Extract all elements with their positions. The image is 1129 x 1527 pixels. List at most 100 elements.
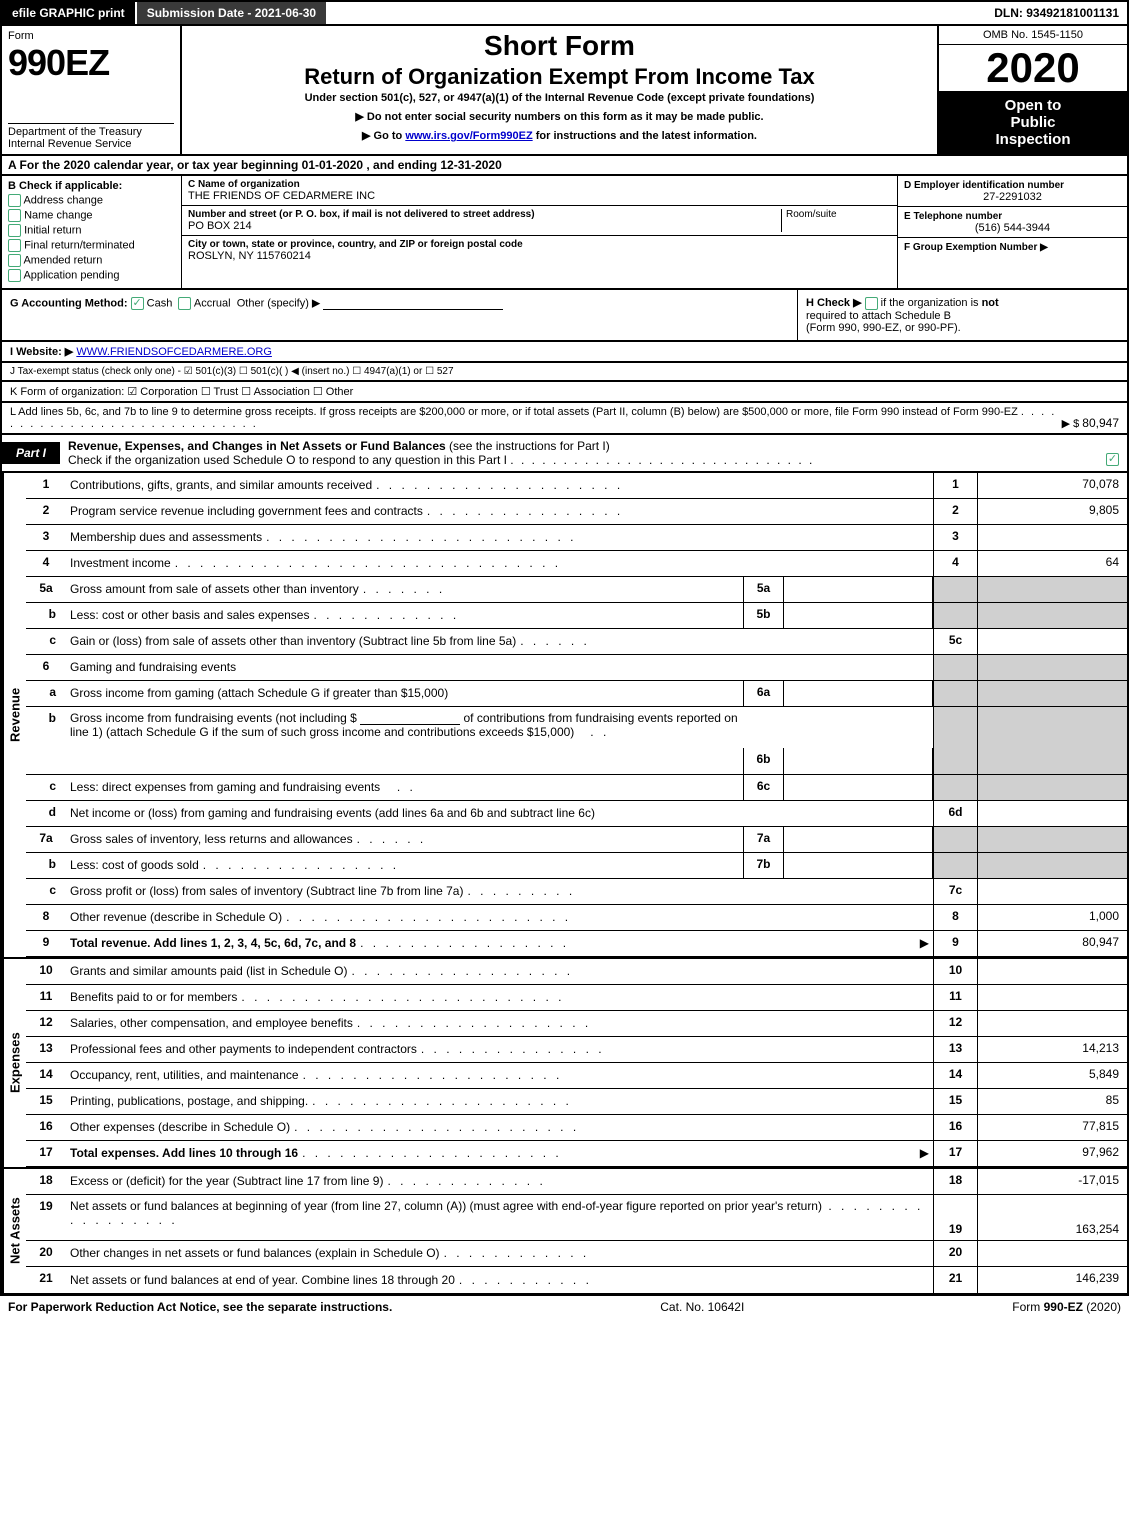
label-other: Other (specify) ▶	[237, 297, 321, 309]
part1-title: Revenue, Expenses, and Changes in Net As…	[60, 435, 1127, 471]
line-6a-valshade	[977, 681, 1127, 706]
line-5c-txt: Gain or (loss) from sale of assets other…	[70, 634, 516, 648]
line-5a-colshade	[933, 577, 977, 602]
org-name: THE FRIENDS OF CEDARMERE INC	[188, 190, 891, 202]
line-7c-no: c	[26, 879, 66, 904]
line-21-col: 21	[933, 1267, 977, 1293]
line-1-txt: Contributions, gifts, grants, and simila…	[70, 478, 372, 492]
other-specify-line	[323, 296, 503, 310]
line-21-val: 146,239	[977, 1267, 1127, 1293]
line-20: 20 Other changes in net assets or fund b…	[26, 1241, 1127, 1267]
check-h[interactable]	[865, 297, 878, 310]
line-6b-ib: 6b	[744, 748, 784, 774]
line-4-no: 4	[26, 551, 66, 576]
h-line2: required to attach Schedule B	[806, 310, 951, 322]
check-final-return[interactable]	[8, 239, 21, 252]
line-11: 11 Benefits paid to or for members. . . …	[26, 985, 1127, 1011]
line-17: 17 Total expenses. Add lines 10 through …	[26, 1141, 1127, 1167]
h-not: not	[982, 297, 999, 309]
line-5a-ib: 5a	[744, 577, 784, 602]
line-21-txt: Net assets or fund balances at end of ye…	[70, 1273, 455, 1287]
line-14-col: 14	[933, 1063, 977, 1088]
line-2-val: 9,805	[977, 499, 1127, 524]
check-application-pending[interactable]	[8, 269, 21, 282]
line-1-col: 1	[933, 473, 977, 498]
line-1: 1 Contributions, gifts, grants, and simi…	[26, 473, 1127, 499]
header-left: Form 990EZ Department of the Treasury In…	[2, 26, 182, 154]
line-7c-val	[977, 879, 1127, 904]
h-line3: (Form 990, 990-EZ, or 990-PF).	[806, 322, 961, 334]
line-11-txt: Benefits paid to or for members	[70, 990, 237, 1004]
part1-tag: Part I	[2, 442, 60, 464]
line-6c-ibval	[784, 775, 932, 800]
check-cash[interactable]	[131, 297, 144, 310]
form-header: Form 990EZ Department of the Treasury In…	[0, 26, 1129, 156]
line-6-no: 6	[26, 655, 66, 680]
part1-title-bold: Revenue, Expenses, and Changes in Net As…	[68, 439, 446, 453]
label-address-change: Address change	[23, 194, 103, 206]
topbar-spacer	[328, 2, 986, 24]
footer-left: For Paperwork Reduction Act Notice, see …	[8, 1300, 392, 1314]
line-11-col: 11	[933, 985, 977, 1010]
line-18-txt: Excess or (deficit) for the year (Subtra…	[70, 1174, 383, 1188]
line-17-col: 17	[933, 1141, 977, 1166]
line-4-val: 64	[977, 551, 1127, 576]
line-6b-blank	[360, 711, 460, 725]
addr-value: PO BOX 214	[188, 220, 781, 232]
part1-bar: Part I Revenue, Expenses, and Changes in…	[0, 435, 1129, 473]
line-13: 13 Professional fees and other payments …	[26, 1037, 1127, 1063]
check-name-change[interactable]	[8, 209, 21, 222]
tel-value: (516) 544-3944	[904, 222, 1121, 234]
line-10: 10 Grants and similar amounts paid (list…	[26, 959, 1127, 985]
line-13-txt: Professional fees and other payments to …	[70, 1042, 417, 1056]
header-mid: Short Form Return of Organization Exempt…	[182, 26, 937, 154]
revenue-side-label: Revenue	[2, 473, 26, 957]
check-accrual[interactable]	[178, 297, 191, 310]
netassets-section: Net Assets 18 Excess or (deficit) for th…	[2, 1169, 1127, 1293]
line-6c-colshade	[933, 775, 977, 800]
row-g: G Accounting Method: Cash Accrual Other …	[2, 290, 797, 340]
line-4-col: 4	[933, 551, 977, 576]
line-5c: c Gain or (loss) from sale of assets oth…	[26, 629, 1127, 655]
line-6a-ibval	[784, 681, 932, 706]
line-17-no: 17	[26, 1141, 66, 1166]
line-15-col: 15	[933, 1089, 977, 1114]
line-17-arrow	[920, 1146, 929, 1160]
line-6b: b Gross income from fundraising events (…	[26, 707, 1127, 775]
line-5a-no: 5a	[26, 577, 66, 602]
check-address-change[interactable]	[8, 194, 21, 207]
line-18-no: 18	[26, 1169, 66, 1194]
tax-year: 2020	[939, 45, 1127, 91]
line-2-col: 2	[933, 499, 977, 524]
line-14-txt: Occupancy, rent, utilities, and maintena…	[70, 1068, 299, 1082]
line-1-val: 70,078	[977, 473, 1127, 498]
line-7b-colshade	[933, 853, 977, 878]
line-5b-ibval	[784, 603, 932, 628]
line-7a-ibval	[784, 827, 932, 852]
line-6-sp	[743, 655, 933, 680]
check-amended-return[interactable]	[8, 254, 21, 267]
submission-date-button[interactable]: Submission Date - 2021-06-30	[137, 2, 328, 24]
line-7b-ibval	[784, 853, 932, 878]
line-9-arrow	[920, 936, 929, 950]
top-bar: efile GRAPHIC print Submission Date - 20…	[0, 0, 1129, 26]
line-19-txt: Net assets or fund balances at beginning…	[70, 1199, 822, 1213]
footer-mid: Cat. No. 10642I	[660, 1300, 744, 1314]
check-initial-return[interactable]	[8, 224, 21, 237]
irs-link[interactable]: www.irs.gov/Form990EZ	[405, 130, 532, 142]
line-4: 4 Investment income. . . . . . . . . . .…	[26, 551, 1127, 577]
dept-line2: Internal Revenue Service	[8, 138, 174, 150]
line-3-val	[977, 525, 1127, 550]
line-21: 21 Net assets or fund balances at end of…	[26, 1267, 1127, 1293]
line-7a: 7a Gross sales of inventory, less return…	[26, 827, 1127, 853]
line-7c-txt: Gross profit or (loss) from sales of inv…	[70, 884, 463, 898]
efile-print-button[interactable]: efile GRAPHIC print	[2, 2, 137, 24]
line-6-txt: Gaming and fundraising events	[70, 660, 236, 674]
line-8: 8 Other revenue (describe in Schedule O)…	[26, 905, 1127, 931]
label-amended-return: Amended return	[23, 254, 102, 266]
footer-right: Form 990-EZ (2020)	[1012, 1300, 1121, 1314]
g-label: G Accounting Method:	[10, 297, 128, 309]
website-link[interactable]: WWW.FRIENDSOFCEDARMERE.ORG	[76, 346, 272, 358]
part1-checkbox[interactable]	[1106, 453, 1119, 466]
line-2-no: 2	[26, 499, 66, 524]
